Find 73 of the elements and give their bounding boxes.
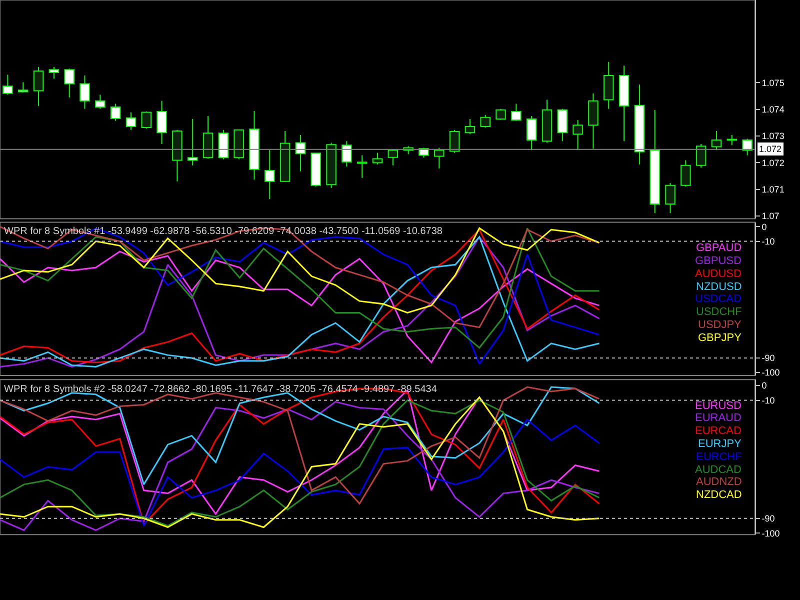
y-tick-label: 1.072 [762,158,784,168]
candlestick [665,182,676,214]
text: GBPAUD [696,242,742,254]
y-tick-label: -100 [762,368,780,378]
y-tick-label: -90 [762,514,775,524]
y-tick-label: 1.073 [762,131,784,142]
text: EURAUD [695,412,742,424]
text: AUDUSD [695,268,742,280]
text: USDJPY [698,319,742,331]
y-tick-label: 1.074 [762,104,784,115]
candlestick [141,111,152,130]
candlestick [156,100,167,145]
candlestick [542,99,552,144]
candlestick [680,160,691,187]
candlestick [48,66,60,80]
candlestick [356,154,368,178]
text: EURUSD [695,400,742,412]
candlestick [110,103,121,122]
candlestick [650,109,660,214]
candlestick [264,150,275,200]
candlestick [218,129,229,160]
candlestick [295,134,306,172]
candlestick [249,110,260,180]
candlestick [464,118,476,135]
candlestick [572,120,583,151]
text: USDCAD [695,293,742,305]
y-tick-label: -90 [762,353,775,364]
candlestick [342,140,352,167]
candlestick [202,116,214,160]
candlestick [496,108,506,121]
text: AUDCAD [695,464,742,476]
y-tick-label: 1.071 [762,184,784,195]
candlestick [187,118,198,166]
y-tick-label: -100 [762,528,780,538]
text: GBPJPY [698,332,742,344]
line-series [0,226,600,328]
text: EURCAD [695,425,742,437]
candlestick [526,116,537,151]
line-series [0,227,600,314]
candlestick [33,66,44,106]
text: USDCHF [696,306,742,318]
candlestick [480,114,490,128]
candlestick [80,74,90,110]
text: GBPUSD [695,255,742,267]
text: NZDCAD [696,489,742,501]
line-series [0,386,600,486]
candlestick [172,129,182,182]
y-tick-label: 1.07 [762,211,780,222]
y-tick-label: -10 [762,395,775,406]
candlestick [95,94,106,110]
y-tick-label: 0 [762,380,767,391]
candlestick [326,142,336,189]
candlestick [372,152,383,165]
candlestick [634,84,645,165]
candlestick [618,65,630,142]
candlestick [126,112,136,130]
candlestick [742,138,752,156]
candlestick [64,68,74,98]
candlestick [604,61,614,110]
y-tick-label: 1.075 [762,78,784,88]
candlestick [557,108,568,142]
candlestick [588,92,598,150]
text: EURCHF [696,451,742,463]
candlestick [449,129,460,154]
candlestick [511,103,522,122]
text: NZDUSD [696,281,742,293]
candlestick [726,134,738,146]
candlestick [18,82,28,92]
text: EURJPY [698,438,742,450]
y-tick-label: -10 [762,236,775,246]
candlestick [280,130,290,182]
y-tick-label: 0 [762,222,767,232]
text: AUDNZD [696,476,742,488]
